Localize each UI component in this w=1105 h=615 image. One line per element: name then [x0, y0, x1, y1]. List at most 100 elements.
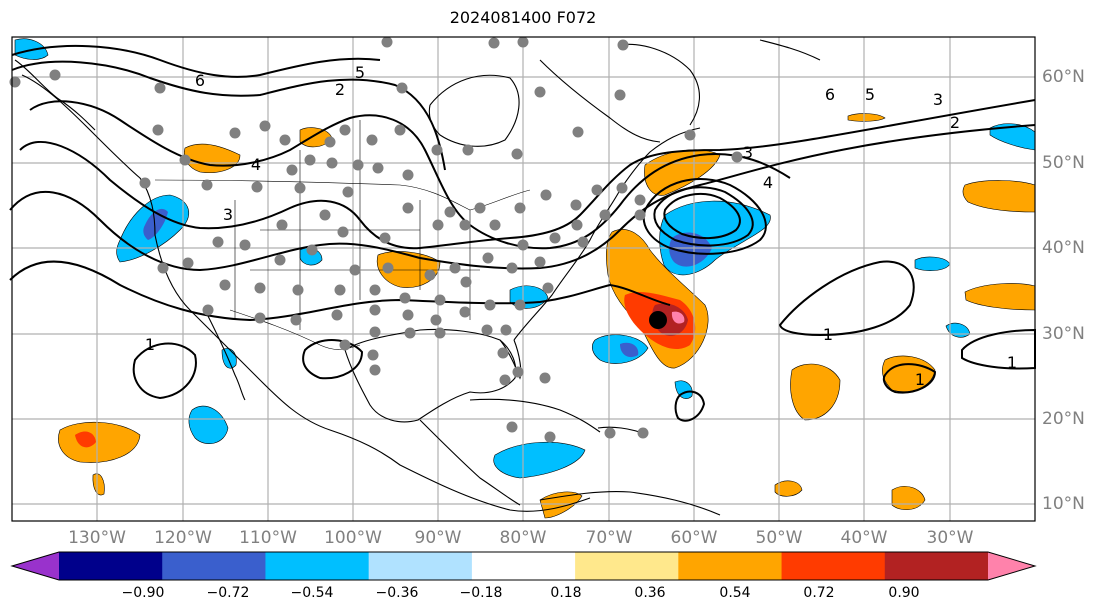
storm-center-marker: [649, 311, 667, 329]
contour-1-atlantic: [882, 363, 937, 394]
positive-anomaly-east-atlantic: [790, 363, 841, 421]
colorbar-segment-3: [265, 552, 370, 580]
cyclone-ring-3: [663, 193, 741, 240]
contour-label-6-east: 6: [825, 85, 835, 104]
colorbar-extend-max: [988, 552, 1035, 580]
colorbar-segment-2: [162, 552, 266, 580]
lat-label-30n: 30°N: [1042, 324, 1085, 344]
negative-anomaly-caribbean: [493, 441, 586, 479]
colorbar-label-1: −0.90: [121, 585, 165, 601]
colorbar-label-4: −0.36: [375, 585, 419, 601]
cyclone-ring-2: [653, 186, 754, 247]
contour-label-2: 2: [335, 80, 345, 99]
contour-4: [29, 100, 791, 250]
contour-label-3-east: 3: [933, 90, 943, 109]
lon-label-40w: 40°W: [840, 528, 888, 548]
contour-label-6: 6: [195, 71, 205, 90]
gulf-of-mexico: [344, 328, 517, 423]
greenland-east: [759, 39, 821, 61]
colorbar-segment-6: [575, 552, 679, 580]
lon-label-100w: 100°W: [324, 528, 382, 548]
lon-label-110w: 110°W: [239, 528, 297, 548]
colorbar-extend-min: [12, 552, 59, 580]
gridlines: [12, 37, 1035, 521]
lon-label-30w: 30°W: [926, 528, 974, 548]
contour-1: [9, 260, 671, 322]
colorbar-label-2: −0.72: [206, 585, 250, 601]
central-america: [419, 419, 521, 506]
colorbar-segment-9: [884, 552, 989, 580]
negative-anomaly-mexico: [221, 348, 237, 369]
positive-anomaly-ne-atlantic: [962, 180, 1036, 213]
positive-anomaly-tropics-2: [891, 486, 926, 510]
positive-anomaly-pacific: [58, 421, 141, 463]
colorbar-label-10: 0.90: [888, 585, 920, 601]
contour-label-2-east: 2: [950, 113, 960, 132]
contour-label-1-east: 1: [1007, 353, 1017, 372]
colorbar-label-9: 0.72: [803, 585, 835, 601]
contour-3: [19, 99, 1036, 250]
positive-anomaly-canada: [183, 143, 241, 173]
lon-label-120w: 120°W: [154, 528, 212, 548]
colorbar-segments: [10, 551, 1037, 581]
contour-label-5: 5: [355, 63, 365, 82]
negative-anomaly-bermuda: [591, 334, 649, 364]
labrador: [539, 59, 661, 143]
lat-label-20n: 20°N: [1042, 409, 1085, 429]
colorbar-label-5: −0.18: [459, 585, 503, 601]
positive-anomaly-east-pacific-2: [92, 473, 105, 496]
contour-1-caribbean: [674, 390, 706, 422]
lon-label-50w: 50°W: [755, 528, 803, 548]
lon-label-60w: 60°W: [670, 528, 718, 548]
contour-label-3-nf: 3: [743, 143, 753, 162]
colorbar-segment-7: [678, 552, 783, 580]
contour-label-4-east: 4: [763, 173, 773, 192]
positive-anomaly-north-atlantic: [847, 113, 886, 122]
baja-peninsula: [204, 309, 246, 401]
contour-1-south: [132, 342, 197, 400]
contour-label-1-west: 1: [145, 335, 155, 354]
map-title: 2024081400 F072: [449, 8, 597, 27]
cyclone-ring-1: [642, 178, 767, 255]
lat-label-60n: 60°N: [1042, 67, 1085, 87]
lat-label-40n: 40°N: [1042, 238, 1085, 258]
height-contours: [9, 44, 1036, 422]
hudson-bay: [428, 74, 520, 147]
map-frame: [11, 36, 1036, 522]
colorbar-label-3: −0.54: [290, 585, 334, 601]
contour-1-mexico: [302, 339, 364, 380]
south-america-north: [539, 491, 721, 516]
negative-anomaly-east-pacific: [188, 405, 229, 445]
colorbar: [10, 551, 1037, 581]
lon-label-80w: 80°W: [499, 528, 547, 548]
contour-label-5-east: 5: [865, 85, 875, 104]
lon-label-90w: 90°W: [414, 528, 462, 548]
contour-6: [11, 44, 381, 78]
colorbar-outline: [10, 551, 1037, 581]
colorbar-label-6: 0.18: [550, 585, 582, 601]
contour-labels: 6 6 5 5 4 4 3 3 3 2 2 1 1 1 1: [145, 63, 1017, 389]
colorbar-segment-8: [781, 552, 886, 580]
coastlines: [14, 39, 821, 516]
colorbar-label-7: 0.36: [634, 585, 666, 601]
negative-anomaly-east-atlantic-2: [914, 256, 951, 271]
colorbar-segment-4: [368, 552, 473, 580]
negative-anomaly-bermuda-core: [620, 342, 639, 358]
contour-1-far-east: [961, 328, 1036, 370]
contour-label-1-atl: 1: [823, 325, 833, 344]
positive-anomaly-max: [671, 311, 685, 324]
contour-label-4: 4: [251, 155, 261, 174]
alaska-coast: [14, 59, 96, 131]
colorbar-label-8: 0.54: [719, 585, 751, 601]
greenland: [619, 43, 700, 126]
lon-label-70w: 70°W: [585, 528, 633, 548]
colorbar-segment-1: [59, 552, 163, 580]
lat-label-10n: 10°N: [1042, 494, 1085, 514]
contour-1-east: [778, 260, 915, 337]
west-coast-outline: [21, 74, 591, 512]
contour-label-3: 3: [223, 205, 233, 224]
negative-anomaly-caribbean-2: [674, 380, 693, 399]
positive-anomaly-pacific-core: [75, 431, 96, 448]
colorbar-segment-5: [471, 552, 576, 580]
